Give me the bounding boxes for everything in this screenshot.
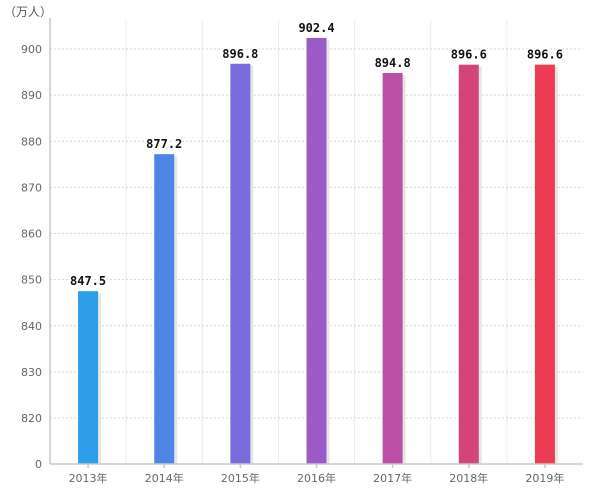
y-tick-label: 870 <box>21 181 42 194</box>
x-tick-label: 2013年 <box>69 471 108 485</box>
y-tick-label: 830 <box>21 366 42 379</box>
y-tick-label: 860 <box>21 228 42 241</box>
y-tick-label: 890 <box>21 89 42 102</box>
bar <box>458 64 479 465</box>
data-labels: 847.5 877.2 896.8 902.4 894.8 896.6 896.6 <box>69 19 565 289</box>
x-tick-label: 2017年 <box>373 471 412 485</box>
data-label: 894.8 <box>375 56 411 70</box>
data-label: 896.6 <box>527 48 563 62</box>
unit-label: （万人） <box>4 5 52 19</box>
y-tick-label: 850 <box>21 274 42 287</box>
bar <box>382 72 403 465</box>
y-tick-label: 840 <box>21 320 42 333</box>
bar <box>306 37 327 465</box>
x-tick-label: 2014年 <box>145 471 184 485</box>
y-tick-label: 0 <box>35 458 42 471</box>
data-label: 896.8 <box>222 47 258 61</box>
data-label: 847.5 <box>70 274 106 288</box>
x-tick-label: 2015年 <box>221 471 260 485</box>
x-axis: 2013年 2014年 2015年 2016年 2017年 2018年 2019年 <box>50 463 583 485</box>
bar <box>78 291 99 464</box>
y-tick-label: 900 <box>21 43 42 56</box>
grid <box>50 20 583 464</box>
y-tick-label: 820 <box>21 412 42 425</box>
bars <box>78 37 558 465</box>
data-label: 896.6 <box>451 48 487 62</box>
y-axis: 0 820 830 840 850 860 870 880 890 900 <box>21 18 51 471</box>
bar <box>534 64 555 465</box>
y-tick-label: 880 <box>21 135 42 148</box>
data-label: 877.2 <box>146 137 182 151</box>
bar <box>230 63 251 464</box>
x-tick-label: 2016年 <box>297 471 336 485</box>
data-label: 902.4 <box>298 21 334 35</box>
bar <box>154 154 175 465</box>
x-tick-label: 2019年 <box>525 471 564 485</box>
x-tick-label: 2018年 <box>449 471 488 485</box>
